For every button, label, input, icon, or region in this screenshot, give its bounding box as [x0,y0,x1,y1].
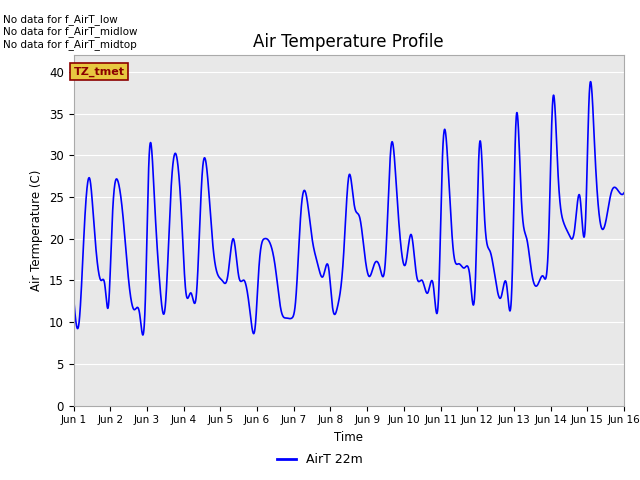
Text: No data for f_AirT_midtop: No data for f_AirT_midtop [3,39,137,50]
Text: No data for f_AirT_low: No data for f_AirT_low [3,13,118,24]
Text: No data for f_AirT_midlow: No data for f_AirT_midlow [3,26,138,37]
Title: Air Temperature Profile: Air Temperature Profile [253,33,444,51]
Legend: AirT 22m: AirT 22m [272,448,368,471]
Text: TZ_tmet: TZ_tmet [74,67,125,77]
Y-axis label: Air Termperature (C): Air Termperature (C) [31,170,44,291]
X-axis label: Time: Time [334,431,364,444]
